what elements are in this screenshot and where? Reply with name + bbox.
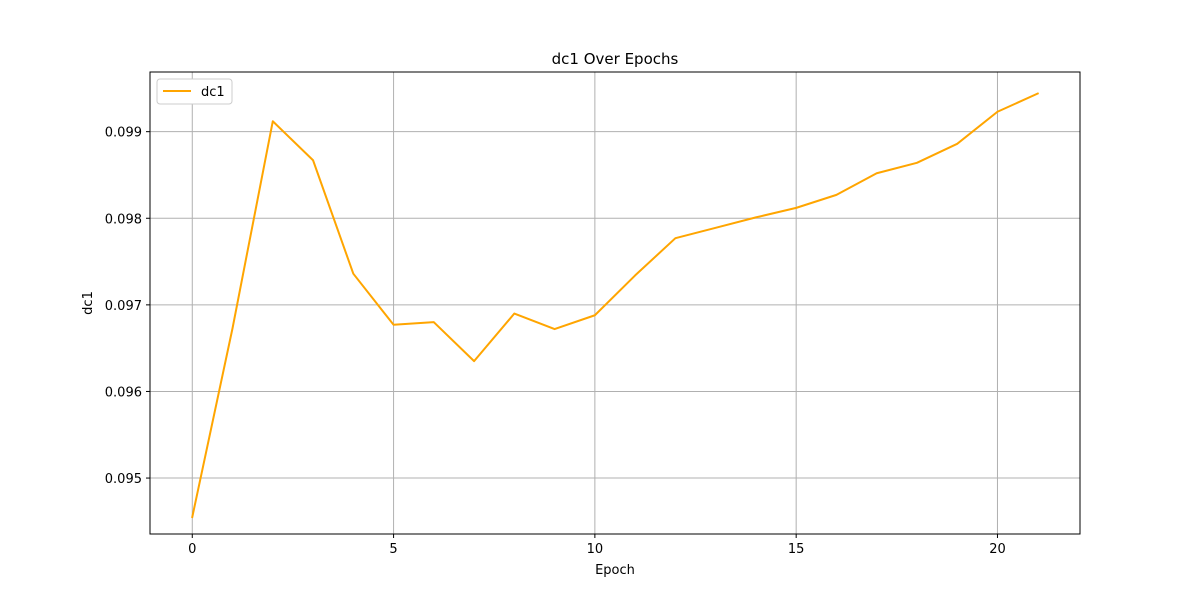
y-tick-label: 0.095 — [105, 472, 142, 487]
y-tick-label: 0.096 — [105, 385, 142, 400]
x-tick-label: 15 — [788, 542, 805, 557]
axes-frame — [149, 71, 1081, 535]
y-axis-ticks: 0.095 0.096 0.097 0.098 0.099 — [105, 126, 150, 487]
legend-box — [156, 78, 233, 105]
chart-title: dc1 Over Epochs — [552, 50, 679, 68]
y-tick-label: 0.099 — [105, 126, 142, 141]
legend-label: dc1 — [201, 85, 225, 100]
y-axis-label: dc1 — [81, 291, 96, 315]
plot-area — [150, 72, 1080, 534]
series-line-dc1 — [191, 92, 1040, 519]
series-layer — [191, 92, 1040, 519]
x-tick-label: 20 — [989, 542, 1006, 557]
x-tick-label: 0 — [188, 542, 196, 557]
grid — [150, 72, 1080, 534]
x-axis-label: Epoch — [595, 563, 635, 578]
x-axis-ticks: 0 5 10 15 20 — [188, 534, 1006, 557]
x-tick-label: 10 — [587, 542, 604, 557]
y-tick-label: 0.097 — [105, 299, 142, 314]
y-tick-label: 0.098 — [105, 212, 142, 227]
x-tick-label: 5 — [389, 542, 397, 557]
legend: dc1 — [156, 78, 233, 105]
